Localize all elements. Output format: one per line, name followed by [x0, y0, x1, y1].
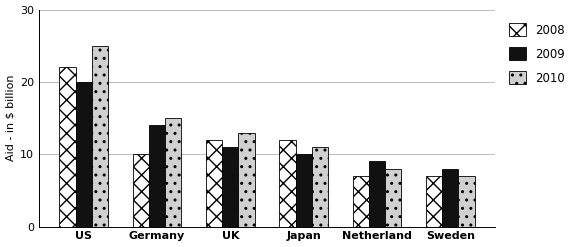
Bar [92, 46, 108, 226]
Bar [426, 176, 442, 226]
Bar [369, 162, 385, 226]
Bar [222, 147, 238, 226]
Bar [165, 118, 181, 226]
Bar [133, 154, 149, 226]
Bar [280, 140, 296, 226]
Bar [238, 133, 254, 226]
Bar [149, 125, 165, 226]
Y-axis label: Aid - in $ billion: Aid - in $ billion [6, 75, 15, 161]
Bar [459, 176, 475, 226]
Legend: 2008, 2009, 2010: 2008, 2009, 2010 [506, 20, 569, 88]
Bar [76, 82, 92, 226]
Bar [206, 140, 222, 226]
Bar [442, 169, 459, 226]
Bar [353, 176, 369, 226]
Bar [60, 67, 76, 226]
Bar [312, 147, 328, 226]
Bar [296, 154, 312, 226]
Bar [385, 169, 401, 226]
